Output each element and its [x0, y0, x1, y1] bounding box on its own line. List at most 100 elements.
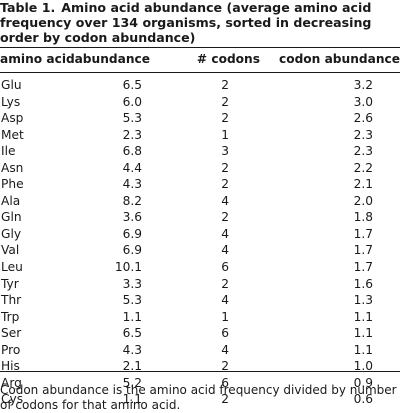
cell-abundance: 5.3 — [122, 293, 142, 308]
cell-codon-abundance: 1.8 — [353, 210, 373, 225]
cell-codon-abundance: 2.3 — [353, 127, 373, 142]
cell-amino-acid: Thr — [1, 293, 22, 308]
cell-abundance: 2.3 — [122, 127, 142, 142]
cell-codons: 2 — [221, 276, 229, 291]
cell-abundance: 3.6 — [122, 210, 142, 225]
cell-abundance: 10.1 — [114, 260, 142, 275]
cell-codon-abundance: 1.7 — [353, 243, 373, 258]
cell-abundance: 2.1 — [122, 359, 142, 374]
cell-amino-acid: Asn — [1, 160, 24, 175]
cell-amino-acid: Ser — [1, 326, 22, 341]
header-rule — [0, 72, 400, 73]
cell-codon-abundance: 1.1 — [353, 326, 373, 341]
table-row: Asp 5.3 2 2.6 — [0, 110, 400, 127]
cell-abundance: 6.8 — [122, 144, 142, 159]
table-row: Ser 6.5 6 1.1 — [0, 325, 400, 342]
cell-amino-acid: Trp — [1, 309, 20, 324]
cell-amino-acid: Glu — [1, 78, 22, 92]
cell-codon-abundance: 2.1 — [353, 177, 373, 192]
cell-codon-abundance: 2.2 — [353, 160, 373, 175]
cell-codons: 4 — [221, 293, 229, 308]
table-row: Met 2.3 1 2.3 — [0, 127, 400, 144]
table-row: Phe 4.3 2 2.1 — [0, 176, 400, 193]
cell-codon-abundance: 2.3 — [353, 144, 373, 159]
cell-amino-acid: Lys — [1, 94, 21, 109]
cell-abundance: 5.3 — [122, 111, 142, 126]
cell-abundance: 4.4 — [122, 160, 142, 175]
cell-codons: 6 — [221, 326, 229, 341]
cell-codons: 2 — [221, 392, 229, 407]
cell-abundance: 6.5 — [122, 326, 142, 341]
cell-amino-acid: Gln — [1, 210, 22, 225]
cell-amino-acid: Pro — [1, 342, 21, 357]
table-row: Trp 1.1 1 1.1 — [0, 309, 400, 326]
cell-codon-abundance: 1.7 — [353, 226, 373, 241]
table-row: Tyr 3.3 2 1.6 — [0, 276, 400, 293]
cell-abundance: 6.5 — [122, 78, 142, 92]
cell-codon-abundance: 3.2 — [353, 78, 373, 92]
cell-codon-abundance: 2.0 — [353, 193, 373, 208]
cell-amino-acid: His — [1, 359, 20, 374]
column-header-codon-abundance: codon abundance — [278, 52, 400, 66]
table-row: Gln 3.6 2 1.8 — [0, 209, 400, 226]
column-header-amino-acid: amino acid — [0, 52, 75, 66]
cell-amino-acid: Ala — [1, 193, 21, 208]
table-body: Glu 6.5 2 3.2 Lys 6.0 2 3.0 Asp 5.3 2 2.6 Met 2.3 1 2.3… — [0, 77, 400, 408]
cell-amino-acid: Met — [1, 127, 24, 142]
cell-amino-acid: Cys — [1, 392, 24, 407]
table-row: Pro 4.3 4 1.1 — [0, 342, 400, 359]
cell-codons: 1 — [221, 309, 229, 324]
cell-abundance: 4.3 — [122, 342, 142, 357]
cell-codon-abundance: 2.6 — [353, 111, 373, 126]
cell-codons: 2 — [221, 78, 229, 92]
cell-codon-abundance: 1.1 — [353, 342, 373, 357]
cell-codons: 2 — [221, 94, 229, 109]
cell-abundance: 8.2 — [122, 193, 142, 208]
cell-codons: 4 — [221, 342, 229, 357]
cell-codons: 6 — [221, 375, 229, 390]
cell-codon-abundance: 0.6 — [353, 392, 373, 407]
cell-amino-acid: Val — [1, 243, 20, 258]
table-row: Ala 8.2 4 2.0 — [0, 193, 400, 210]
cell-codons: 2 — [221, 177, 229, 192]
cell-abundance: 6.0 — [122, 94, 142, 109]
table-row: Arg 5.2 6 0.9 — [0, 375, 400, 392]
cell-abundance: 6.9 — [122, 226, 142, 241]
table-title: Amino acid abundance (average amino acid… — [0, 0, 372, 45]
cell-codons: 4 — [221, 243, 229, 258]
table-header-row: amino acid abundance # codons codon abun… — [0, 52, 400, 68]
table-row: Thr 5.3 4 1.3 — [0, 292, 400, 309]
cell-codons: 2 — [221, 359, 229, 374]
cell-abundance: 5.2 — [122, 375, 142, 390]
table-row: His 2.1 2 1.0 — [0, 358, 400, 375]
cell-amino-acid: Phe — [1, 177, 24, 192]
table-row: Asn 4.4 2 2.2 — [0, 160, 400, 177]
cell-amino-acid: Arg — [1, 375, 22, 390]
cell-abundance: 3.3 — [122, 276, 142, 291]
cell-codons: 3 — [221, 144, 229, 159]
cell-codon-abundance: 1.7 — [353, 260, 373, 275]
cell-amino-acid: Leu — [1, 260, 23, 275]
cell-codon-abundance: 1.1 — [353, 309, 373, 324]
table-row: Gly 6.9 4 1.7 — [0, 226, 400, 243]
table-row: Leu 10.1 6 1.7 — [0, 259, 400, 276]
cell-codons: 2 — [221, 210, 229, 225]
cell-abundance: 4.3 — [122, 177, 142, 192]
table-footnote: Codon abundance is the amino acid freque… — [0, 383, 397, 412]
table-row: Cys 1.1 2 0.6 — [0, 391, 400, 408]
cell-amino-acid: Ile — [1, 144, 16, 159]
cell-abundance: 1.1 — [122, 309, 142, 324]
cell-codon-abundance: 1.6 — [353, 276, 373, 291]
cell-codon-abundance: 3.0 — [353, 94, 373, 109]
table-row: Ile 6.8 3 2.3 — [0, 143, 400, 160]
cell-codon-abundance: 0.9 — [353, 375, 373, 390]
cell-amino-acid: Tyr — [1, 276, 19, 291]
cell-codon-abundance: 1.0 — [353, 359, 373, 374]
cell-amino-acid: Asp — [1, 111, 24, 126]
column-header-codons: # codons — [196, 52, 260, 66]
cell-amino-acid: Gly — [1, 226, 22, 241]
cell-codons: 6 — [221, 260, 229, 275]
cell-codons: 2 — [221, 111, 229, 126]
cell-codon-abundance: 1.3 — [353, 293, 373, 308]
